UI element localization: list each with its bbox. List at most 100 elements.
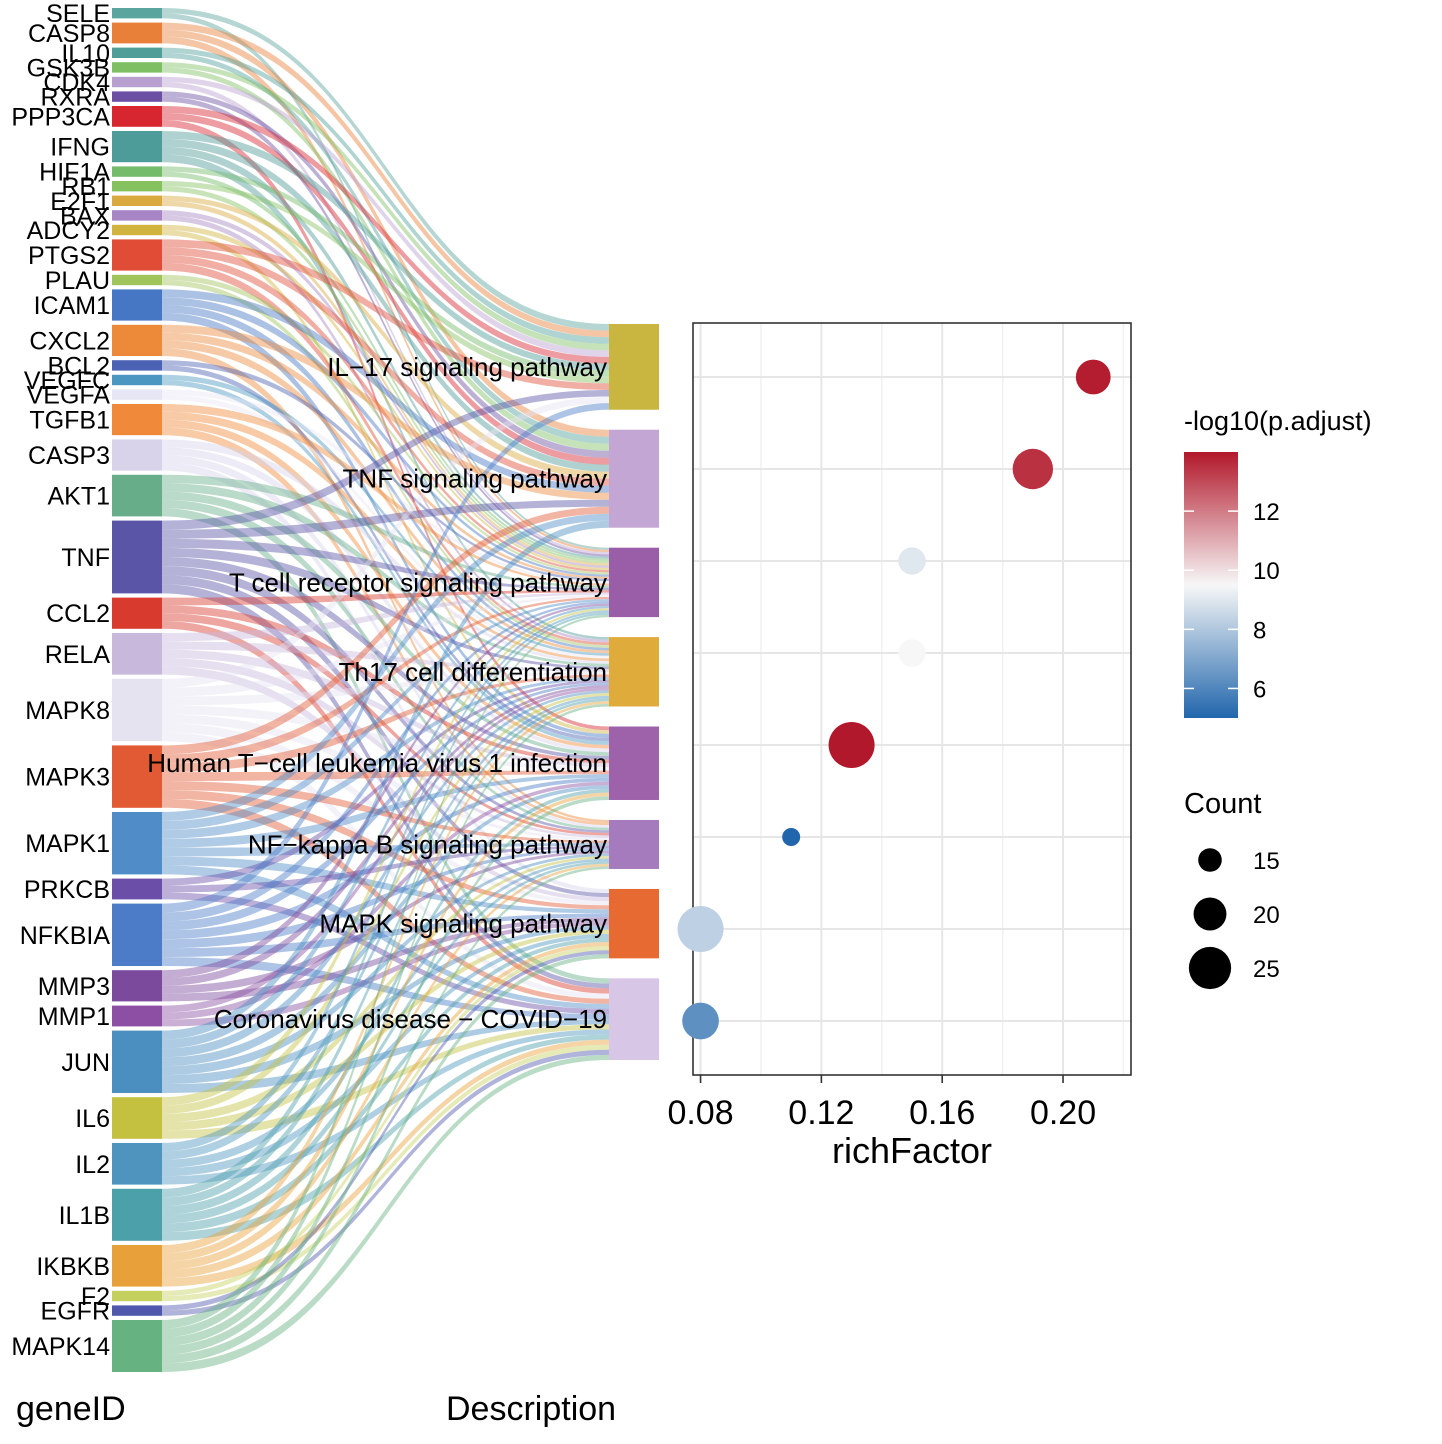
ribbon-ptgs2-to-t-cell-receptor-signaling-pathway bbox=[162, 255, 609, 573]
ribbon-rela-to-mapk-signaling-pathway bbox=[162, 666, 609, 902]
ribbon-ifng-to-th17-cell-differentiation bbox=[162, 154, 609, 640]
ribbon-mapk8-to-t-cell-receptor-signaling-pathway bbox=[162, 594, 609, 697]
gene-label-casp8: CASP8 bbox=[28, 20, 110, 48]
ribbon-f2-to-coronavirus-disease-covid-19 bbox=[162, 1044, 609, 1302]
gene-node-il1b bbox=[112, 1188, 162, 1241]
gene-label-vegfa: VEGFA bbox=[27, 382, 111, 410]
gene-node-plau bbox=[112, 274, 162, 286]
gene-node-egfr bbox=[112, 1305, 162, 1316]
ribbon-nfkbia-to-nf-kappa-b-signaling-pathway bbox=[162, 848, 609, 949]
ribbon-vegfc-to-human-t-cell-leukemia-virus-1-infection bbox=[162, 380, 609, 745]
gene-label-mapk8: MAPK8 bbox=[25, 697, 110, 725]
pathway-label-il-17-signaling-pathway: IL−17 signaling pathway bbox=[327, 352, 607, 382]
dot-human-t-cell-leukemia-virus-1-infection bbox=[828, 722, 875, 768]
ribbon-ccl2-to-t-cell-receptor-signaling-pathway bbox=[162, 590, 609, 606]
ribbon-mapk3-to-th17-cell-differentiation bbox=[162, 674, 609, 773]
ribbon-cxcl2-to-nf-kappa-b-signaling-pathway bbox=[162, 348, 609, 823]
gene-label-akt1: AKT1 bbox=[47, 483, 110, 511]
gene-node-casp8 bbox=[112, 22, 162, 44]
ribbon-mapk14-to-mapk-signaling-pathway bbox=[162, 954, 609, 1364]
dotplot-grid bbox=[693, 323, 1131, 1075]
dot-t-cell-receptor-signaling-pathway bbox=[898, 547, 926, 575]
ribbon-mapk8-to-human-t-cell-leukemia-virus-1-infection bbox=[162, 705, 609, 771]
ribbon-rela-to-human-t-cell-leukemia-virus-1-infection bbox=[162, 649, 609, 767]
ribbon-mapk8-to-th17-cell-differentiation bbox=[162, 671, 609, 706]
ribbon-cdk4-to-il-17-signaling-pathway bbox=[162, 76, 609, 357]
color-legend-ticks: 6 8 10 12 bbox=[1184, 499, 1280, 703]
ribbon-tgfb1-to-th17-cell-differentiation bbox=[162, 411, 609, 662]
ribbon-bax-to-t-cell-receptor-signaling-pathway bbox=[162, 210, 609, 568]
gene-node-e2f1 bbox=[112, 195, 162, 206]
ribbon-rb1-to-t-cell-receptor-signaling-pathway bbox=[162, 186, 609, 564]
gene-label-il10: IL10 bbox=[61, 40, 110, 68]
gene-node-mapk8 bbox=[112, 678, 162, 742]
ribbon-il10-to-tnf-signaling-pathway bbox=[162, 52, 609, 444]
ribbon-il6-to-mapk-signaling-pathway bbox=[162, 929, 609, 1131]
ribbon-rela-to-nf-kappa-b-signaling-pathway bbox=[162, 657, 609, 839]
ribbon-e2f1-to-tnf-signaling-pathway bbox=[162, 195, 609, 479]
ribbon-tnf-to-il-17-signaling-pathway bbox=[162, 389, 609, 530]
gene-label-plau: PLAU bbox=[45, 267, 110, 295]
gene-label-bcl2: BCL2 bbox=[47, 352, 110, 380]
pathway-node-mapk-signaling-pathway bbox=[609, 888, 659, 959]
ribbon-ikbkb-to-nf-kappa-b-signaling-pathway bbox=[162, 863, 609, 1270]
gene-node-mapk14 bbox=[112, 1320, 162, 1372]
ribbon-rb1-to-il-17-signaling-pathway bbox=[162, 181, 609, 384]
ribbon-mapk3-to-human-t-cell-leukemia-virus-1-infection bbox=[162, 770, 609, 782]
ribbon-mapk3-to-t-cell-receptor-signaling-pathway bbox=[162, 596, 609, 764]
pathway-label-coronavirus-disease-covid-19: Coronavirus disease − COVID−19 bbox=[214, 1004, 607, 1034]
gene-node-tgfb1 bbox=[112, 404, 162, 436]
ribbon-hif1a-to-t-cell-receptor-signaling-pathway bbox=[162, 171, 609, 562]
size-legend-label: 15 bbox=[1253, 848, 1280, 875]
gene-label-il6: IL6 bbox=[75, 1105, 110, 1133]
ribbon-ppp3ca-to-human-t-cell-leukemia-virus-1-infection bbox=[162, 119, 609, 731]
gene-node-mapk3 bbox=[112, 745, 162, 808]
ribbon-il2-to-nf-kappa-b-signaling-pathway bbox=[162, 858, 609, 1168]
gene-label-bax: BAX bbox=[60, 202, 110, 230]
ribbon-sele-to-il-17-signaling-pathway bbox=[162, 8, 609, 331]
size-legend-dot bbox=[1198, 848, 1222, 872]
ribbon-il6-to-coronavirus-disease-covid-19 bbox=[162, 1024, 609, 1139]
ribbon-mapk8-to-coronavirus-disease-covid-19 bbox=[162, 732, 609, 999]
gene-label-mmp3: MMP3 bbox=[38, 973, 110, 1001]
ribbon-tgfb1-to-human-t-cell-leukemia-virus-1-infection bbox=[162, 419, 609, 749]
gene-node-mapk1 bbox=[112, 812, 162, 875]
gene-node-prkcb bbox=[112, 878, 162, 900]
pathway-label-nf-kappa-b-signaling-pathway: NF−kappa B signaling pathway bbox=[248, 829, 607, 859]
ribbon-rxra-to-t-cell-receptor-signaling-pathway bbox=[162, 96, 609, 557]
ribbon-cdk4-to-t-cell-receptor-signaling-pathway bbox=[162, 82, 609, 555]
color-tick-label: 10 bbox=[1253, 558, 1280, 585]
dot-coronavirus-disease-covid-19 bbox=[682, 1002, 719, 1040]
ribbon-nfkbia-to-mapk-signaling-pathway bbox=[162, 913, 609, 958]
pathway-node-t-cell-receptor-signaling-pathway bbox=[609, 547, 659, 618]
color-legend-bar bbox=[1184, 452, 1238, 718]
ribbon-ikbkb-to-human-t-cell-leukemia-virus-1-infection bbox=[162, 792, 609, 1262]
gene-label-f2: F2 bbox=[81, 1283, 110, 1311]
ribbon-hif1a-to-il-17-signaling-pathway bbox=[162, 166, 609, 377]
ribbon-nfkbia-to-coronavirus-disease-covid-19 bbox=[162, 957, 609, 1020]
x-tick-label: 0.16 bbox=[909, 1094, 975, 1132]
ribbon-jun-to-tnf-signaling-pathway bbox=[162, 520, 609, 1040]
gene-node-akt1 bbox=[112, 474, 162, 517]
gene-label-jun: JUN bbox=[61, 1049, 110, 1077]
gene-label-mapk1: MAPK1 bbox=[25, 830, 110, 858]
ribbon-mmp1-to-mapk-signaling-pathway bbox=[162, 921, 609, 1027]
size-legend-title: Count bbox=[1184, 788, 1261, 820]
ribbon-icam1-to-th17-cell-differentiation bbox=[162, 305, 609, 651]
ribbon-il2-to-mapk-signaling-pathway bbox=[162, 933, 609, 1177]
ribbon-mapk1-to-t-cell-receptor-signaling-pathway bbox=[162, 599, 609, 830]
ribbon-ikbkb-to-mapk-signaling-pathway bbox=[162, 942, 609, 1279]
ribbon-rxra-to-tnf-signaling-pathway bbox=[162, 91, 609, 458]
size-legend-dot bbox=[1193, 897, 1227, 931]
ribbon-vegfa-to-th17-cell-differentiation bbox=[162, 394, 609, 659]
size-legend-label: 20 bbox=[1253, 902, 1280, 929]
ribbon-il2-to-t-cell-receptor-signaling-pathway bbox=[162, 610, 609, 1152]
ribbon-mapk1-to-th17-cell-differentiation bbox=[162, 677, 609, 839]
gene-node-il2 bbox=[112, 1143, 162, 1185]
gene-label-rb1: RB1 bbox=[61, 173, 110, 201]
ribbon-il2-to-th17-cell-differentiation bbox=[162, 695, 609, 1160]
ribbon-mapk3-to-mapk-signaling-pathway bbox=[162, 789, 609, 910]
